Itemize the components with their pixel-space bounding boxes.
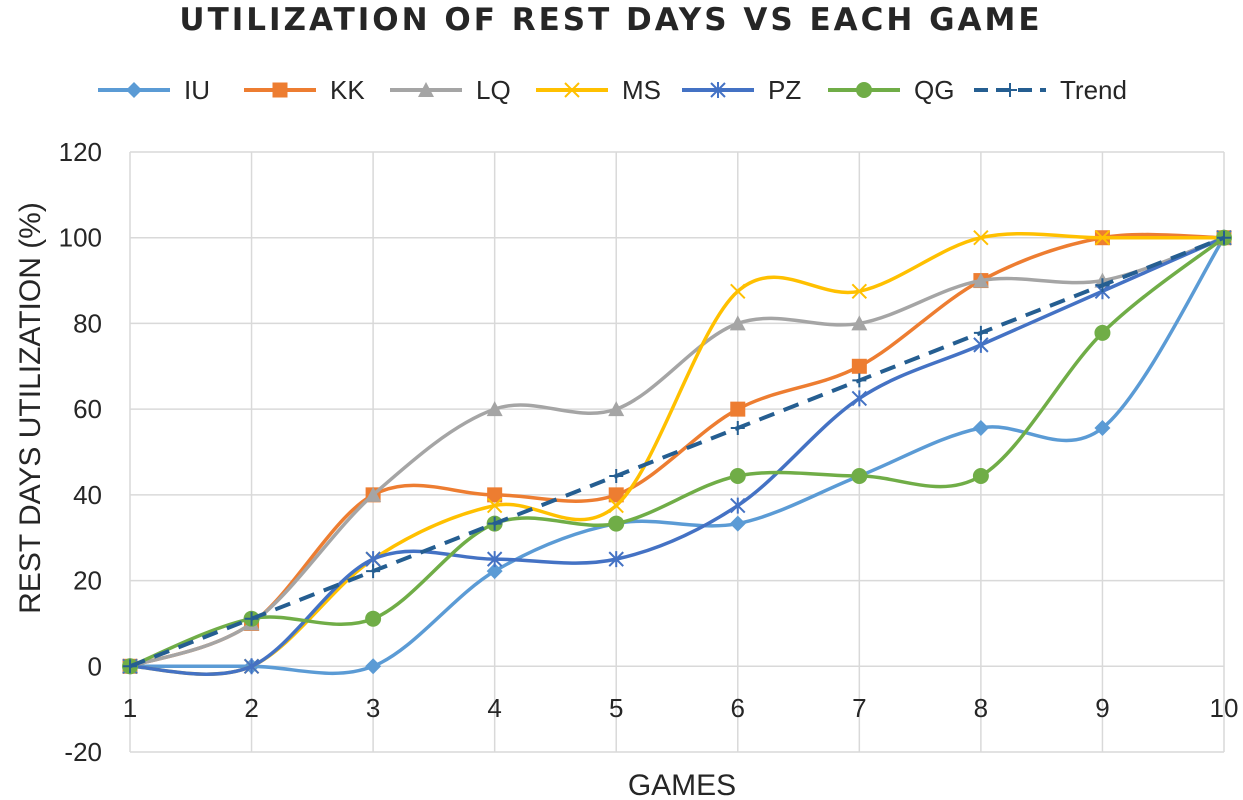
data-point-trend [1095,278,1110,293]
legend-label-pz: PZ [768,75,801,105]
legend-label-lq: LQ [476,75,511,105]
series-line-lq [129,236,1225,668]
legend-item-pz: PZ [682,75,801,105]
y-axis-ticks: -20 0 20 40 60 80 100 120 [59,137,102,767]
data-point-ms [973,230,989,246]
data-point-lq [608,401,625,417]
legend-marker-kk [272,82,288,98]
legend-item-lq: LQ [390,75,511,105]
legend-label-qg: QG [914,75,954,105]
data-point-qg [608,515,625,532]
x-tick-label: 9 [1095,693,1109,723]
data-point-ms [851,283,868,299]
data-point-qg [365,610,382,627]
legend-marker-trend [1003,83,1017,97]
data-point-trend [123,659,137,674]
data-point-pz [730,497,746,514]
legend: IU KK LQ MS PZ QG Trend [98,75,1127,105]
data-point-kk [730,401,746,417]
data-point-trend [973,325,988,340]
series-line-kk [129,232,1225,668]
legend-marker-iu [126,82,142,98]
data-point-pz [608,551,624,568]
series-group [122,229,1232,676]
x-axis-label: GAMES [628,769,736,800]
data-point-lq [729,315,746,331]
legend-item-kk: KK [244,75,365,105]
x-tick-label: 6 [731,693,745,723]
x-tick-label: 10 [1210,693,1239,723]
legend-item-iu: IU [98,75,210,105]
data-point-iu [972,420,989,436]
y-tick-label: -20 [64,737,102,767]
data-point-ms [1094,230,1111,246]
legend-item-qg: QG [828,75,954,105]
data-point-kk [608,487,624,503]
data-point-trend [487,516,502,531]
data-point-qg [729,468,746,484]
data-point-qg [851,468,868,484]
x-tick-label: 7 [852,693,866,723]
y-tick-label: 80 [73,308,102,338]
data-point-pz [851,390,868,407]
data-point-trend [852,373,867,388]
data-point-iu [486,563,503,580]
data-point-kk [487,487,503,503]
series-line-qg [129,236,1226,668]
data-point-ms [486,497,503,514]
legend-label-kk: KK [330,75,365,105]
data-point-lq [851,315,868,331]
series-qg [122,229,1232,675]
data-point-lq [972,272,989,288]
data-point-qg [972,468,989,484]
legend-label-trend: Trend [1060,75,1127,105]
y-axis-label: REST DAYS UTILIZATION (%) [14,202,47,614]
x-tick-label: 4 [487,693,501,723]
data-point-pz [486,551,503,568]
data-point-trend [366,564,381,579]
data-point-trend [1217,230,1231,245]
legend-marker-lq [418,82,434,97]
chart-title: UTILIZATION OF REST DAYS VS EACH GAME [179,2,1042,38]
legend-marker-ms [564,82,580,98]
data-point-trend [609,469,624,483]
series-line-trend [129,235,1225,669]
legend-marker-pz [710,82,726,98]
y-tick-label: 100 [59,223,102,253]
y-tick-label: 0 [88,651,102,681]
series-line-iu [130,236,1226,676]
data-point-lq [365,486,382,502]
legend-label-ms: MS [622,75,661,105]
data-point-qg [1094,324,1111,341]
data-point-ms [608,497,624,514]
data-point-trend [730,421,745,435]
x-tick-label: 2 [244,693,258,723]
data-point-trend [244,611,259,626]
data-point-lq [486,401,503,417]
y-tick-label: 20 [73,566,102,596]
data-point-pz [243,658,260,675]
x-tick-label: 5 [609,693,623,723]
legend-label-iu: IU [184,75,210,105]
x-tick-label: 1 [123,693,137,723]
y-tick-label: 120 [59,137,102,167]
series-trend [123,230,1231,674]
y-tick-label: 40 [73,480,102,510]
data-point-iu [729,515,746,532]
x-axis-ticks: 1 2 3 4 5 6 7 8 9 10 [123,693,1239,723]
y-tick-label: 60 [73,394,102,424]
legend-item-ms: MS [536,75,661,105]
series-line-ms [129,231,1225,676]
data-point-kk [851,358,867,374]
series-line-pz [129,236,1225,676]
data-point-ms [730,283,746,299]
legend-marker-qg [856,82,872,98]
data-point-iu [1094,420,1111,436]
data-point-iu [365,658,382,675]
legend-item-trend: Trend [974,75,1127,105]
x-tick-label: 8 [974,693,988,723]
x-tick-label: 3 [366,693,380,723]
